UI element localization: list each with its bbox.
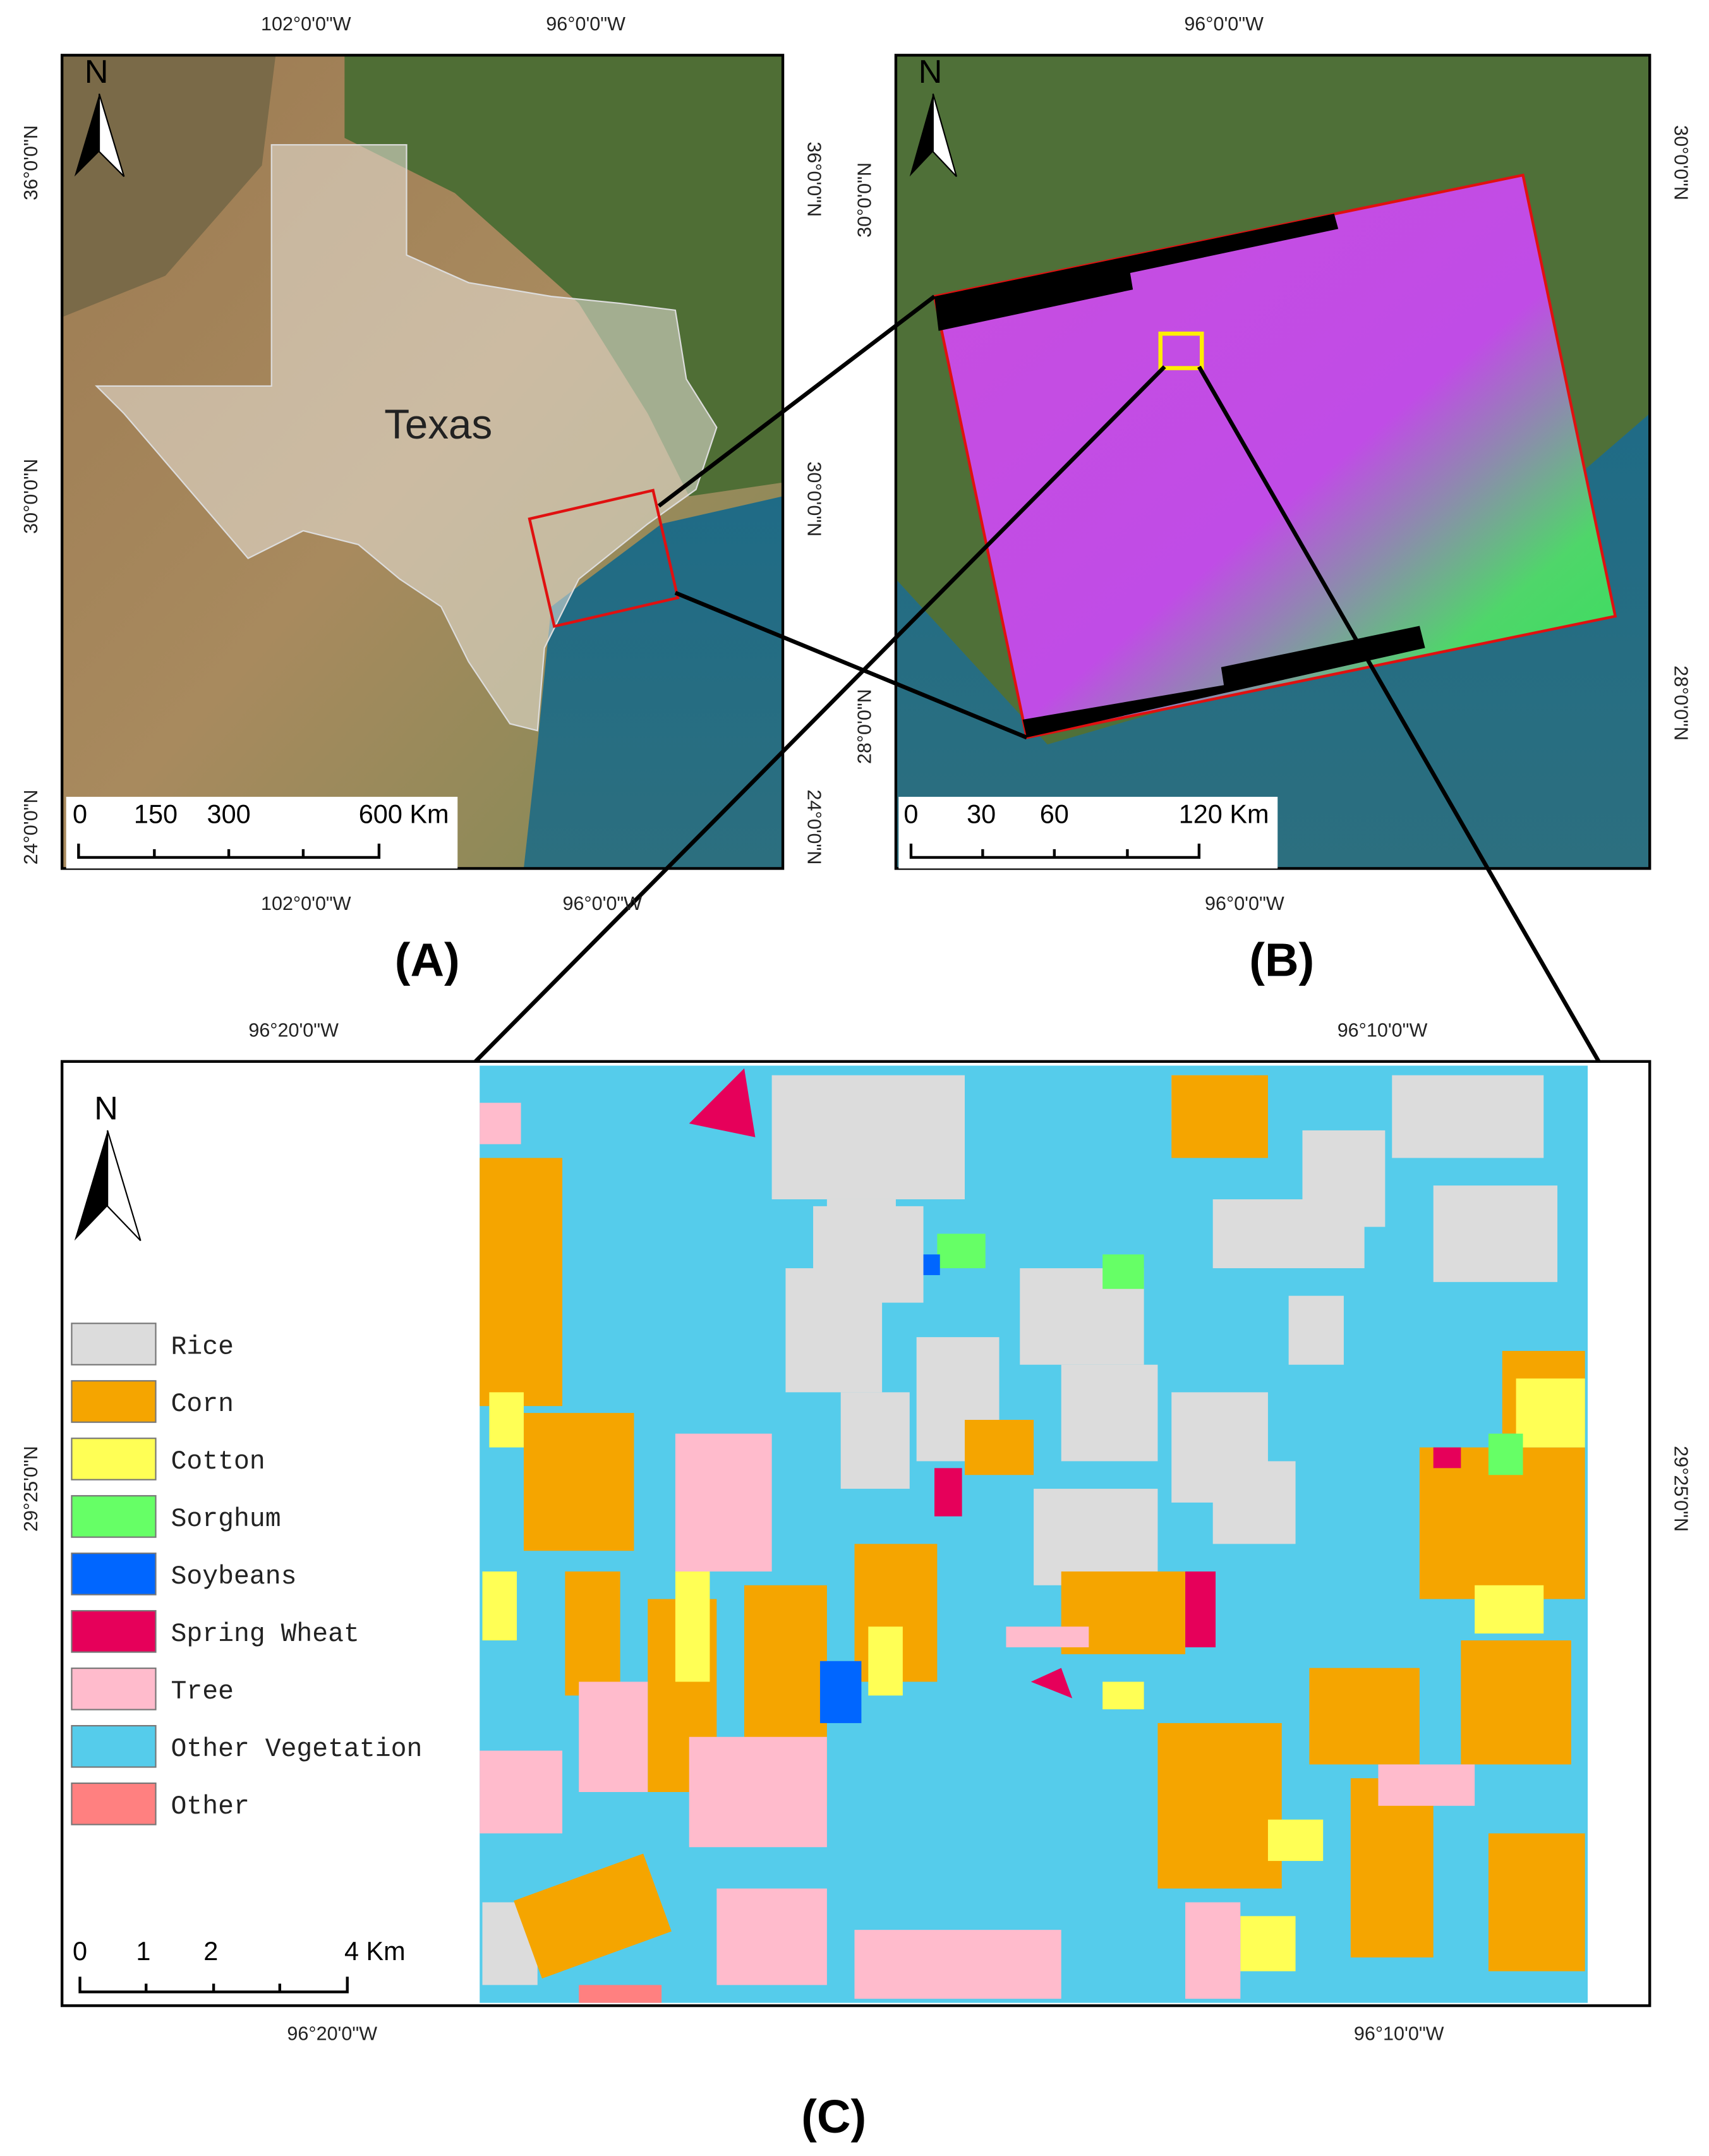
scale-label: 1	[136, 1936, 150, 1966]
coord-label: 96°0'0"W	[546, 13, 625, 35]
sea	[523, 496, 783, 869]
coord-label: 96°0'0"W	[1205, 893, 1284, 914]
scale-label: 4 Km	[344, 1936, 406, 1966]
study-area-box	[528, 488, 680, 628]
north-label: N	[94, 1090, 118, 1127]
legend: Rice Corn Cotton Sorghum Soybeans Spring Whea…	[71, 1323, 423, 1826]
coord-label: 36°0'0"N	[803, 142, 824, 217]
scale-label: 0	[73, 799, 87, 828]
coord-label: 96°10'0"W	[1354, 2023, 1444, 2045]
north-label: N	[919, 54, 943, 90]
coord-label: 30°0'0"N	[854, 162, 876, 238]
no-data-strip	[1022, 626, 1425, 738]
coordinates: 102°0'0"W 96°0'0"W 102°0'0"W 96°0'0"W 36…	[20, 13, 1692, 2045]
scale-label: 600 Km	[359, 799, 449, 828]
scale-label: 150	[134, 799, 178, 828]
north-arrow-c: N	[74, 1090, 142, 1242]
classification-map	[480, 1065, 1588, 2003]
legend-swatch	[71, 1323, 157, 1366]
connectors	[474, 294, 1601, 1063]
subset-box	[1158, 331, 1204, 370]
legend-label: Other	[171, 1793, 250, 1822]
legend-swatch	[71, 1724, 157, 1768]
legend-label: Sorghum	[171, 1505, 281, 1534]
legend-label: Cotton	[171, 1448, 265, 1477]
other-patches	[579, 1985, 662, 2003]
coord-label: 24°0'0"N	[20, 790, 42, 865]
legend-label: Other Vegetation	[171, 1735, 423, 1764]
scale-label: 60	[1040, 799, 1069, 828]
map-b	[895, 55, 1650, 869]
coord-label: 96°20'0"W	[287, 2023, 377, 2045]
scale-label: 30	[967, 799, 996, 828]
legend-swatch	[71, 1495, 157, 1538]
soybean-fields	[819, 1254, 940, 1723]
map-a	[62, 55, 783, 869]
coord-label: 29°25'0"N	[20, 1446, 42, 1532]
scale-bar-b: 0 30 60 120 Km	[898, 796, 1278, 869]
coord-label: 28°0'0"N	[854, 689, 876, 764]
legend-swatch	[71, 1782, 157, 1826]
legend-label: Corn	[171, 1390, 234, 1419]
connector	[474, 365, 1166, 1063]
legend-swatch	[71, 1668, 157, 1711]
legend-label: Rice	[171, 1333, 234, 1362]
coord-label: 30°0'0"N	[1670, 125, 1691, 200]
coord-label: 96°0'0"W	[562, 893, 642, 914]
legend-label: Tree	[171, 1678, 234, 1707]
connector	[674, 591, 1028, 740]
coord-label: 36°0'0"N	[20, 125, 42, 200]
panel-label: (A)	[395, 934, 460, 986]
panel-label: (B)	[1249, 934, 1314, 986]
legend-label: Soybeans	[171, 1563, 297, 1592]
scale-bar-a: 0 150 300 600 Km	[66, 796, 458, 869]
connector	[1197, 365, 1601, 1063]
panel-label: (C)	[801, 2090, 866, 2143]
coord-label: 102°0'0"W	[261, 893, 351, 914]
tree-patches	[480, 1103, 1475, 1999]
legend-label: Spring Wheat	[171, 1620, 359, 1649]
scale-label: 300	[207, 799, 251, 828]
coord-label: 96°20'0"W	[248, 1020, 339, 1041]
scale-label: 2	[203, 1936, 218, 1966]
wheat-fields	[689, 1068, 1461, 1699]
legend-swatch	[71, 1610, 157, 1653]
state-label: Texas	[384, 401, 492, 447]
no-data-strip	[934, 214, 1339, 331]
legend-swatch	[71, 1438, 157, 1481]
rice-fields	[482, 1075, 1558, 1985]
north-label: N	[85, 54, 109, 90]
texas-outline	[95, 144, 718, 732]
coord-label: 96°10'0"W	[1338, 1020, 1428, 1041]
scale-label: 120 Km	[1179, 799, 1269, 828]
coord-label: 30°0'0"N	[803, 461, 824, 536]
legend-swatch	[71, 1380, 157, 1423]
sea	[895, 413, 1650, 869]
coord-label: 102°0'0"W	[261, 13, 351, 35]
sorghum-fields	[937, 1233, 1523, 1475]
connector	[657, 294, 936, 508]
scale-label: 0	[903, 799, 918, 828]
scale-bar-c: 0 1 2 4 Km	[73, 1936, 406, 1994]
coord-label: 29°25'0"N	[1670, 1446, 1691, 1532]
scale-label: 0	[73, 1936, 87, 1966]
cotton-fields	[482, 1378, 1585, 1971]
frame-c	[60, 1060, 1652, 2008]
coord-label: 30°0'0"N	[20, 459, 42, 534]
coord-label: 96°0'0"W	[1184, 13, 1264, 35]
legend-swatch	[71, 1553, 157, 1596]
mountains	[62, 55, 276, 317]
coord-label: 24°0'0"N	[803, 790, 824, 865]
coord-label: 28°0'0"N	[1670, 665, 1691, 741]
